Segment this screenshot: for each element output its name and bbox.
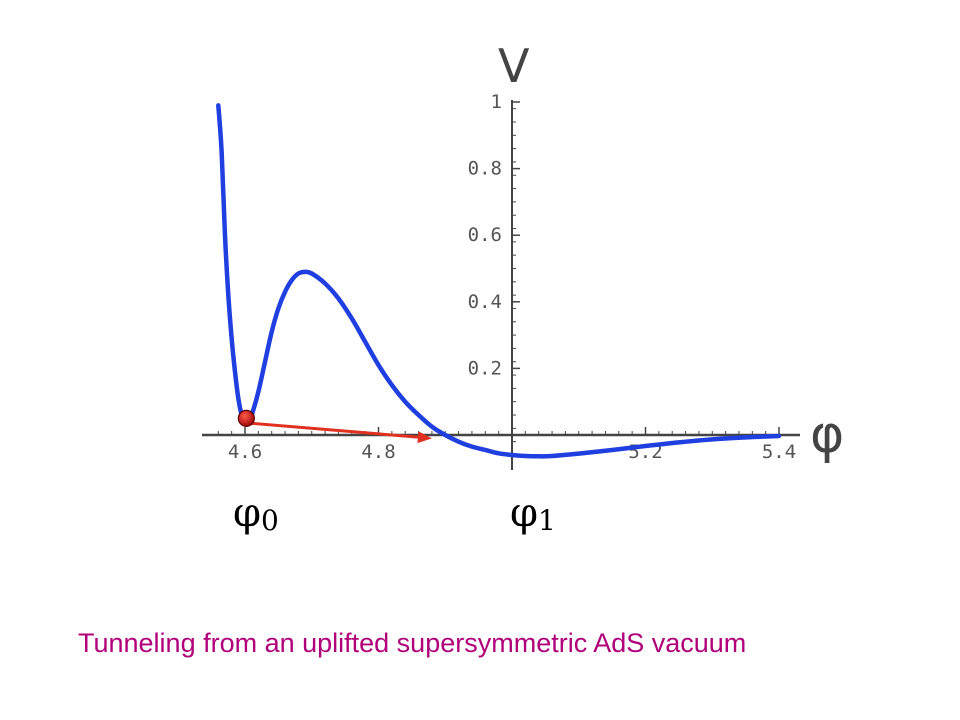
y-axis-label: V xyxy=(498,39,530,93)
y-tick-label: 0.2 xyxy=(468,357,502,379)
phi0-label: φ0 xyxy=(233,490,279,537)
phi1-subscript: 1 xyxy=(538,504,556,537)
slide-caption: Tunneling from an uplifted supersymmetri… xyxy=(78,628,747,658)
phi0-symbol: φ xyxy=(233,490,261,536)
x-tick-label: 4.6 xyxy=(228,441,262,463)
phi0-subscript: 0 xyxy=(261,504,279,537)
y-tick-label: 0.4 xyxy=(468,291,502,313)
y-tick-label: 0.6 xyxy=(468,224,502,246)
tunneling-arrow xyxy=(251,421,432,444)
field-ball xyxy=(237,409,255,427)
y-tick-label: 1 xyxy=(491,91,502,113)
x-tick-label: 5.4 xyxy=(762,441,796,463)
phi1-symbol: φ xyxy=(510,490,538,536)
x-tick-label: 4.8 xyxy=(361,441,395,463)
y-tick-label: 0.8 xyxy=(468,158,502,180)
phi1-label: φ1 xyxy=(510,490,556,537)
tick-labels: 4.6 4.8 5.2 5.40.20.40.60.81 xyxy=(228,91,796,463)
x-axis-label: φ xyxy=(810,405,844,465)
